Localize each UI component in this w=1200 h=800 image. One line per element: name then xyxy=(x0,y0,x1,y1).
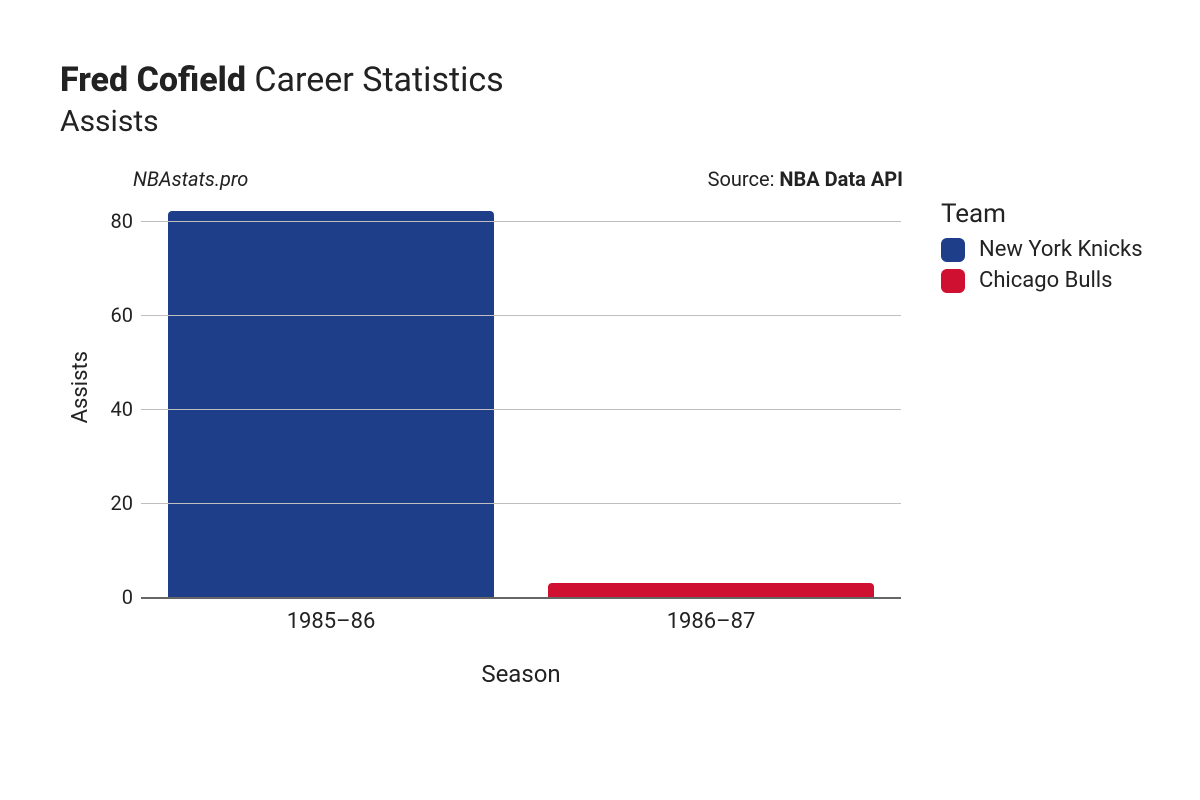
credit-site: NBAstats.pro xyxy=(133,167,248,191)
bar-slot xyxy=(141,197,521,597)
legend-swatch xyxy=(941,238,965,262)
title-player: Fred Cofield xyxy=(60,60,246,100)
gridline xyxy=(141,503,901,504)
chart-container: Assists NBAstats.pro Source: NBA Data AP… xyxy=(60,167,1160,727)
gridline xyxy=(141,221,901,222)
plot-column: NBAstats.pro Source: NBA Data API 020406… xyxy=(93,167,913,727)
legend-title: Team xyxy=(941,199,1143,229)
bar-slot xyxy=(521,197,901,597)
title-suffix: Career Statistics xyxy=(254,60,503,100)
bar xyxy=(168,211,495,597)
y-tick-label: 40 xyxy=(97,397,133,421)
credit-source: Source: NBA Data API xyxy=(708,167,903,191)
legend-item: New York Knicks xyxy=(941,237,1143,262)
legend: Team New York Knicks Chicago Bulls xyxy=(941,199,1143,727)
x-axis-label: Season xyxy=(141,660,901,688)
y-axis-label: Assists xyxy=(60,351,93,423)
page-subtitle: Assists xyxy=(60,104,1160,139)
bar xyxy=(548,583,875,597)
bars-layer xyxy=(141,197,901,597)
x-tick-label: 1986–87 xyxy=(521,609,901,634)
gridline xyxy=(141,409,901,410)
y-tick-label: 20 xyxy=(97,491,133,515)
chart-page: Fred Cofield Career Statistics Assists A… xyxy=(0,0,1200,800)
y-tick-label: 80 xyxy=(97,209,133,233)
gridline xyxy=(141,315,901,316)
legend-label: New York Knicks xyxy=(979,237,1143,262)
legend-swatch xyxy=(941,269,965,293)
y-tick-label: 60 xyxy=(97,303,133,327)
credit-source-name: NBA Data API xyxy=(779,167,903,191)
legend-items: New York Knicks Chicago Bulls xyxy=(941,237,1143,293)
y-tick-label: 0 xyxy=(97,585,133,609)
legend-label: Chicago Bulls xyxy=(979,268,1113,293)
x-tick-label: 1985–86 xyxy=(141,609,521,634)
x-ticks: 1985–861986–87 xyxy=(141,609,901,634)
credit-source-prefix: Source: xyxy=(708,167,780,191)
page-title: Fred Cofield Career Statistics xyxy=(60,60,1160,100)
plot-area: 020406080 xyxy=(141,197,901,599)
credits-row: NBAstats.pro Source: NBA Data API xyxy=(93,167,913,197)
legend-item: Chicago Bulls xyxy=(941,268,1143,293)
